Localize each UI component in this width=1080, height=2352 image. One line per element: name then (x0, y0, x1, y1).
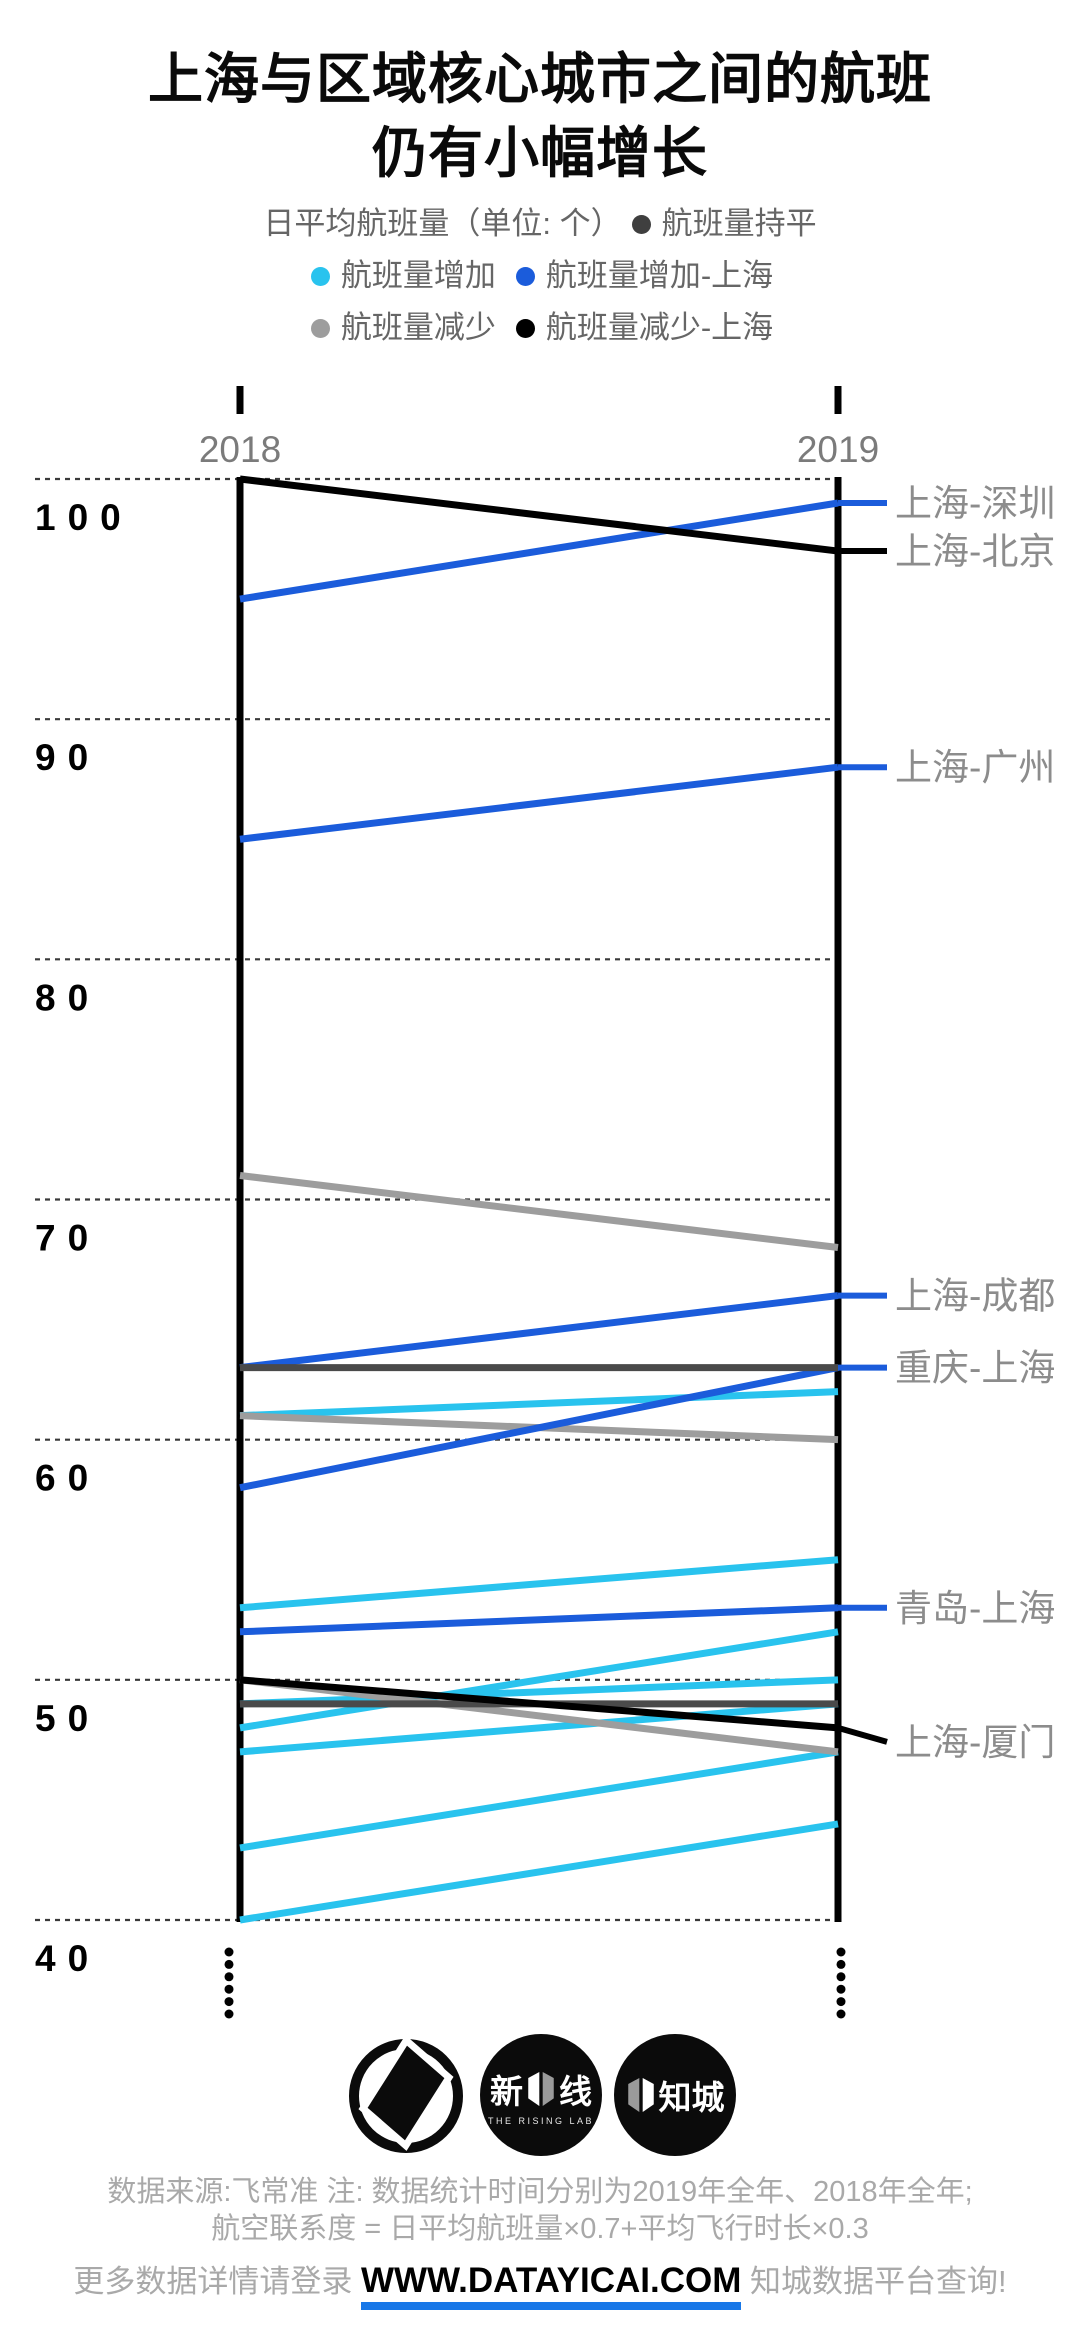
legend-row-2: 航班量增加 航班量增加-上海 (0, 250, 1080, 302)
brand-logos: 新 线 THE RISING LAB 知城 (0, 2032, 1080, 2158)
series-line-青岛-上海 (239, 1604, 839, 1636)
series-line-unlabeled-increase-0 (239, 1388, 839, 1420)
ytick-label-60: 60 (35, 1458, 100, 1499)
route-label-上海-北京: 上海-北京 (895, 531, 1055, 572)
axis-continuation-dot-right (836, 2009, 846, 2019)
legend-dot-increase-shanghai-icon (515, 266, 535, 286)
series-line-unlabeled-increase-1 (239, 1556, 839, 1612)
series-line-unlabeled-increase-4 (239, 1700, 839, 1756)
datayicai-link[interactable]: WWW.DATAYICAI.COM (360, 2261, 742, 2310)
formula-note: 航空联系度 = 日平均航班量×0.7+平均飞行时长×0.3 (211, 2213, 869, 2245)
series-line-unlabeled-decrease-7 (239, 1172, 839, 1252)
legend-dot-decrease-shanghai-icon (515, 318, 535, 338)
series-line-上海-成都 (239, 1292, 839, 1372)
rising-lab-mark-icon (528, 2071, 554, 2106)
axis-continuation-dot-right (836, 1997, 846, 2007)
series-line-上海-深圳 (239, 499, 839, 603)
yicai-logo-icon (349, 2035, 463, 2153)
year-label-2018: 2018 (199, 429, 281, 470)
ytick-label-80: 80 (35, 977, 100, 1018)
footnotes: 数据来源:飞常准 注: 数据统计时间分别为2019年全年、2018年全年; 航空… (0, 2174, 1080, 2248)
rising-lab-logo: 新 线 THE RISING LAB (480, 2034, 602, 2156)
route-label-上海-成都: 上海-成都 (895, 1276, 1055, 1317)
rising-lab-logo-row: 新 线 (490, 2065, 592, 2113)
route-label-上海-广州: 上海-广州 (895, 747, 1055, 788)
legend-dot-increase-icon (310, 266, 330, 286)
series-line-unlabeled-increase-3 (239, 1628, 839, 1732)
rising-lab-left-char: 新 (490, 2072, 523, 2110)
zhicheng-logo-row: 知城 (626, 2071, 725, 2119)
legend-row-1: 日平均航班量（单位: 个） 航班量持平 (0, 198, 1080, 250)
series-line-重庆-上海 (239, 1364, 839, 1492)
series-line-上海-北京 (239, 475, 839, 555)
cta-line: 更多数据详情请登录 WWW.DATAYICAI.COM 知城数据平台查询! (0, 2256, 1080, 2310)
axis-continuation-dot-right (836, 1984, 846, 1994)
legend-label-increase: 航班量增加 (340, 258, 496, 293)
legend-dot-decrease-icon (310, 318, 330, 338)
series-line-上海-厦门 (239, 1676, 839, 1732)
axis-continuation-dot-left (224, 1997, 234, 2007)
route-label-青岛-上海: 青岛-上海 (895, 1588, 1055, 1629)
series-line-上海-广州 (239, 763, 839, 843)
source-note: 数据来源:飞常准 注: 数据统计时间分别为2019年全年、2018年全年; (107, 2176, 973, 2208)
cta-prefix: 更多数据详情请登录 (73, 2264, 361, 2299)
page-title: 上海与区域核心城市之间的航班 仍有小幅增长 (0, 42, 1080, 190)
ytick-label-50: 50 (35, 1698, 100, 1739)
year-label-2019: 2019 (797, 429, 879, 470)
axis-continuation-dot-right (836, 1972, 846, 1982)
legend-row-3: 航班量减少 航班量减少-上海 (0, 302, 1080, 354)
ytick-label-90: 90 (35, 737, 100, 778)
rising-lab-right-char: 线 (559, 2072, 592, 2110)
rising-lab-subtitle: THE RISING LAB (487, 2115, 594, 2126)
ytick-label-100: 100 (35, 497, 133, 538)
axis-continuation-dot-right (836, 1959, 846, 1969)
axis-continuation-dot-left (224, 2009, 234, 2019)
legend-unit-label: 日平均航班量（单位: 个） (263, 206, 622, 241)
label-connector-上海-厦门 (837, 1724, 888, 1745)
series-line-unlabeled-decrease-9 (239, 1676, 839, 1756)
series-line-unlabeled-increase-5 (239, 1748, 839, 1852)
chart-legend: 日平均航班量（单位: 个） 航班量持平 航班量增加 航班量增加-上海 航班量减少 航班… (0, 198, 1080, 354)
axis-continuation-dot-left (224, 1984, 234, 1994)
legend-label-increase-shanghai: 航班量增加-上海 (545, 258, 774, 293)
route-label-重庆-上海: 重庆-上海 (895, 1348, 1055, 1389)
ytick-label-40: 40 (35, 1938, 100, 1979)
legend-label-decrease: 航班量减少 (340, 310, 496, 345)
axis-continuation-dot-left (224, 1972, 234, 1982)
series-line-unlabeled-increase-6 (239, 1820, 839, 1924)
route-label-上海-厦门: 上海-厦门 (895, 1722, 1055, 1763)
zhicheng-mark-icon (627, 2078, 654, 2112)
route-label-上海-深圳: 上海-深圳 (895, 483, 1055, 524)
axis-continuation-dot-left (224, 1959, 234, 1969)
axis-continuation-dot-left (224, 1947, 234, 1957)
legend-dot-flat-icon (631, 214, 651, 234)
series-line-unlabeled-increase-2 (239, 1676, 839, 1708)
title-line-2: 仍有小幅增长 (371, 122, 708, 184)
axis-continuation-dot-right (836, 1947, 846, 1957)
zhicheng-label: 知城 (658, 2079, 725, 2116)
ytick-label-70: 70 (35, 1218, 100, 1259)
legend-label-decrease-shanghai: 航班量减少-上海 (545, 310, 774, 345)
cta-suffix: 知城数据平台查询! (741, 2264, 1007, 2299)
zhicheng-logo: 知城 (614, 2034, 736, 2156)
title-line-1: 上海与区域核心城市之间的航班 (147, 48, 932, 110)
legend-label-flat: 航班量持平 (661, 206, 817, 241)
